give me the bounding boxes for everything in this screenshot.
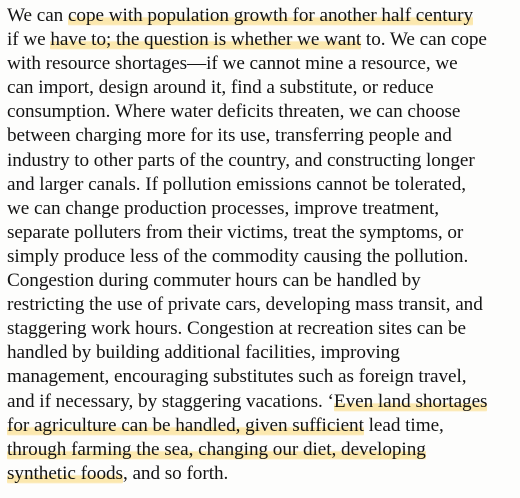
text-line: handled by building additional facilitie…: [7, 341, 517, 365]
text-line: simply produce less of the commodity cau…: [7, 245, 517, 269]
text-segment: simply produce less of the commodity cau…: [7, 245, 469, 267]
text-line: consumption. Where water deficits threat…: [7, 100, 517, 124]
text-line: management, encouraging substitutes such…: [7, 365, 517, 389]
text-line: Congestion during commuter hours can be …: [7, 269, 517, 293]
text-line: through farming the sea, changing our di…: [7, 438, 517, 462]
text-segment: Congestion during commuter hours can be …: [7, 270, 421, 292]
text-segment: to. We can cope: [361, 29, 487, 51]
text-segment: lead time,: [363, 414, 444, 436]
text-line: between charging more for its use, trans…: [7, 124, 517, 148]
highlighted-text: cope with population growth for another …: [67, 5, 473, 26]
text-line: staggering work hours. Congestion at rec…: [7, 317, 517, 341]
text-line: separate polluters from their victims, t…: [7, 221, 517, 245]
text-line: restricting the use of private cars, dev…: [7, 293, 517, 317]
text-segment: , and so forth.: [122, 462, 229, 484]
highlighted-text: for agriculture can be handled, given su…: [7, 414, 364, 436]
text-line: for agriculture can be handled, given su…: [7, 414, 517, 438]
text-segment: with resource shortages—if we cannot min…: [7, 53, 458, 75]
text-segment: industry to other parts of the country, …: [7, 149, 475, 171]
text-segment: and larger canals. If pollution emission…: [7, 173, 467, 195]
text-line: if we have to; the question is whether w…: [7, 28, 517, 52]
text-segment: staggering work hours. Congestion at rec…: [7, 318, 466, 340]
highlighted-text: Even land shortages: [333, 390, 488, 412]
text-segment: if we: [7, 29, 51, 51]
text-line: industry to other parts of the country, …: [7, 149, 517, 173]
highlighted-text: synthetic foods: [7, 462, 123, 484]
text-line: synthetic foods, and so forth.: [7, 462, 517, 486]
text-segment: we can change production processes, impr…: [7, 197, 440, 219]
text-line: with resource shortages—if we cannot min…: [7, 52, 517, 76]
passage-text: We can cope with population growth for a…: [7, 4, 517, 486]
highlighted-text: through farming the sea, changing our di…: [7, 438, 426, 460]
text-line: We can cope with population growth for a…: [7, 4, 517, 28]
text-segment: handled by building additional facilitie…: [7, 342, 400, 364]
text-segment: between charging more for its use, trans…: [7, 125, 452, 147]
highlighted-text: have to; the question is whether we want: [50, 29, 362, 51]
text-line: we can change production processes, impr…: [7, 197, 517, 221]
text-line: can import, design around it, find a sub…: [7, 76, 517, 100]
text-segment: We can: [7, 5, 68, 26]
text-segment: can import, design around it, find a sub…: [7, 77, 434, 99]
text-segment: separate polluters from their victims, t…: [7, 221, 464, 243]
text-segment: and if necessary, by staggering vacation…: [7, 390, 334, 412]
text-segment: restricting the use of private cars, dev…: [7, 294, 483, 316]
text-line: and if necessary, by staggering vacation…: [7, 390, 517, 414]
text-segment: consumption. Where water deficits threat…: [7, 101, 461, 123]
text-line: and larger canals. If pollution emission…: [7, 173, 517, 197]
text-segment: management, encouraging substitutes such…: [7, 366, 467, 388]
